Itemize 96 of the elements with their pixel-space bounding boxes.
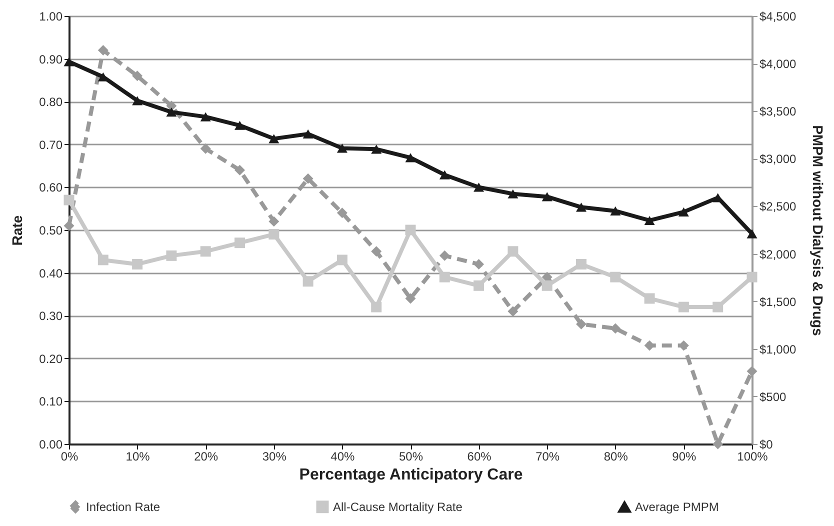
point	[610, 323, 621, 334]
point	[64, 57, 74, 66]
legend-label: Average PMPM	[635, 500, 719, 514]
point	[576, 202, 586, 212]
x-tick-label: 10%	[126, 450, 150, 464]
point	[405, 153, 416, 162]
point	[712, 438, 724, 450]
point	[132, 258, 143, 270]
y-tick-label: 0.90	[39, 52, 63, 66]
point	[610, 206, 621, 216]
point	[712, 302, 724, 312]
legend-label: Infection Rate	[86, 500, 160, 514]
y2-tick-label: $0	[760, 438, 774, 452]
point	[200, 246, 211, 257]
point	[405, 293, 416, 304]
x-axis-title: Percentage Anticipatory Care	[299, 466, 523, 484]
point	[439, 170, 450, 180]
x-tick-label: 90%	[672, 450, 697, 464]
point	[610, 272, 621, 282]
y-tick-label: 0.10	[39, 394, 63, 409]
point	[234, 164, 245, 176]
point	[474, 182, 484, 192]
point	[746, 229, 758, 238]
y-tick-label: 0.40	[39, 266, 63, 280]
point	[576, 258, 586, 270]
point	[474, 258, 484, 270]
x-tick-label: 20%	[194, 450, 218, 464]
point	[64, 194, 74, 206]
point	[371, 144, 382, 154]
point	[166, 250, 177, 261]
point	[166, 108, 177, 117]
point	[336, 208, 348, 218]
y-axis-title: Rate	[9, 215, 26, 246]
x-tick-label: 70%	[536, 450, 560, 464]
point	[132, 70, 143, 82]
point	[439, 272, 450, 282]
point	[644, 293, 655, 304]
point	[678, 302, 689, 312]
point	[371, 302, 382, 312]
legend-label: All-Cause Mortality Rate	[333, 500, 463, 514]
point	[234, 238, 245, 248]
x-tick-label: 40%	[330, 450, 356, 464]
y-tick-label: 0.70	[39, 138, 63, 152]
x-tick-label: 60%	[467, 450, 492, 464]
y2-axis-title: PMPM without Dialysis & Drugs	[810, 125, 826, 336]
point	[268, 216, 280, 227]
point	[371, 246, 382, 257]
point	[166, 100, 177, 112]
y-tick-label: 0.50	[39, 224, 63, 238]
point	[542, 192, 552, 202]
point	[302, 276, 314, 287]
point	[746, 272, 758, 282]
y2-tick-label: $1,000	[760, 342, 797, 356]
y2-tick-label: $4,000	[760, 57, 797, 72]
y2-tick-label: $1,500	[760, 294, 797, 309]
point	[200, 112, 211, 122]
point	[268, 134, 280, 144]
y-tick-label: 0.80	[39, 95, 63, 110]
point	[746, 366, 758, 376]
point	[302, 173, 314, 184]
y2-tick-label: $2,500	[760, 200, 797, 214]
point	[336, 254, 348, 266]
x-tick-label: 80%	[604, 450, 628, 464]
point	[98, 254, 108, 266]
point	[474, 280, 484, 291]
y2-tick-label: $2,000	[760, 247, 797, 262]
y2-tick-label: $3,500	[760, 104, 797, 119]
x-tick-label: 100%	[737, 450, 768, 464]
point	[508, 246, 518, 257]
point	[508, 306, 518, 317]
point	[644, 216, 655, 226]
y2-tick-label: $500	[760, 390, 787, 404]
y2-tick-label: $4,500	[760, 10, 797, 24]
x-tick-label: 30%	[262, 450, 287, 464]
point	[132, 96, 143, 106]
point	[576, 318, 586, 330]
point	[234, 120, 245, 130]
x-tick-label: 50%	[398, 450, 424, 464]
point	[405, 224, 416, 236]
point	[336, 144, 348, 153]
point	[302, 129, 314, 138]
y2-tick-label: $3,000	[760, 152, 797, 166]
y-tick-label: 0.60	[39, 180, 63, 195]
y-tick-label: 0.00	[39, 438, 63, 452]
y-tick-label: 0.20	[39, 352, 63, 366]
y-tick-label: 1.00	[39, 10, 63, 24]
point	[508, 189, 518, 198]
x-tick-label: 0%	[60, 450, 78, 464]
point	[200, 143, 211, 154]
point	[439, 250, 450, 261]
point	[542, 280, 552, 291]
point	[98, 44, 108, 56]
y-tick-label: 0.30	[39, 309, 63, 324]
point	[678, 207, 689, 216]
point	[268, 229, 280, 240]
point	[64, 220, 74, 231]
